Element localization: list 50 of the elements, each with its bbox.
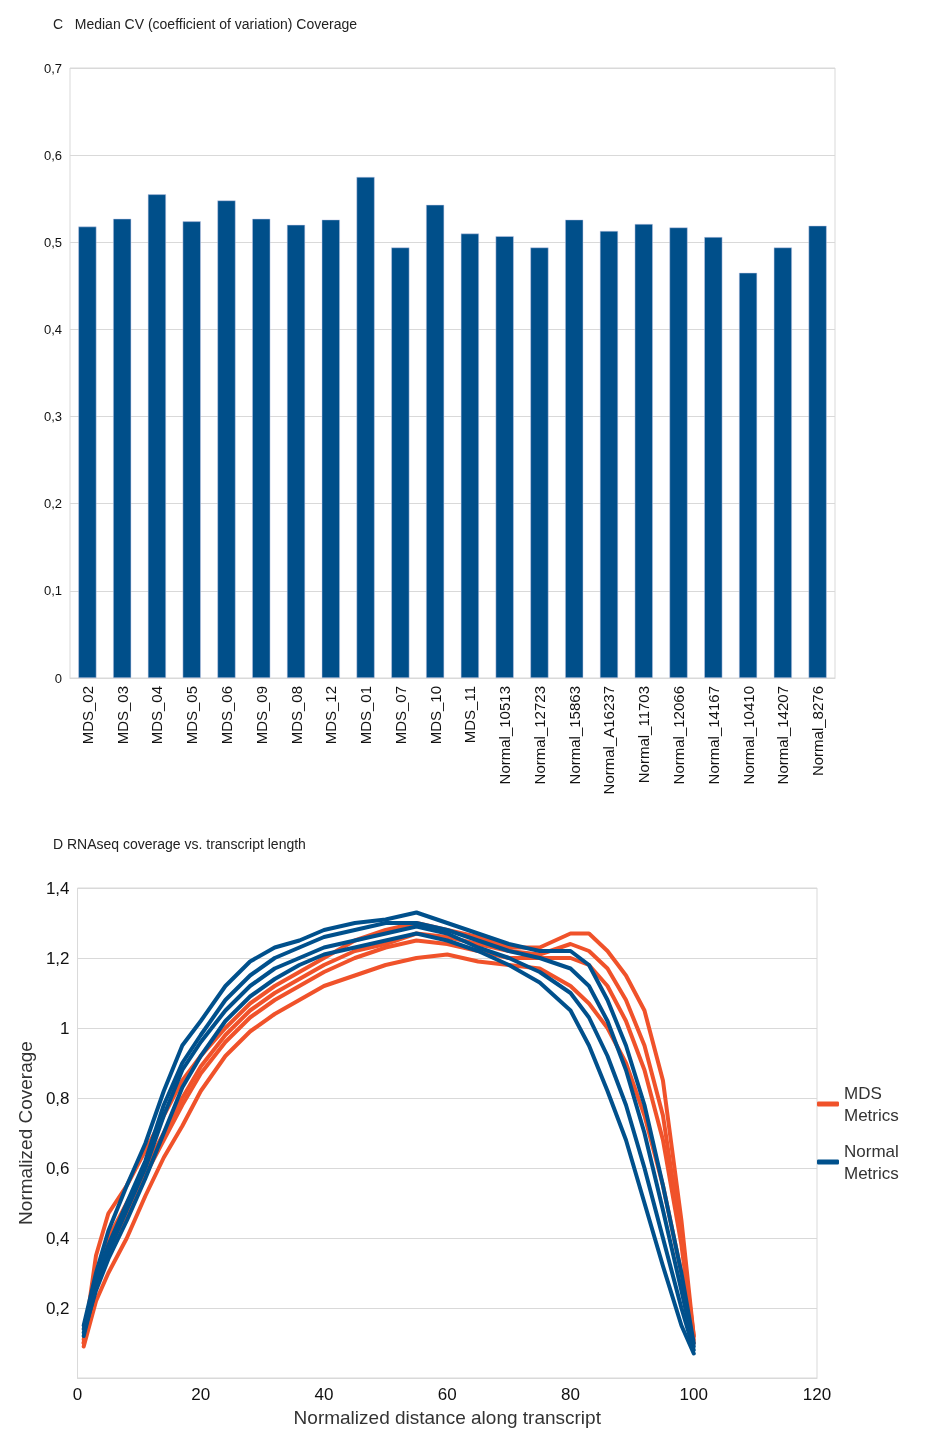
y-tick-label: 0,4	[45, 1228, 70, 1248]
x-tick-label: MDS_07	[391, 686, 409, 745]
y-tick-label: 0,6	[43, 147, 62, 163]
y-tick-label: 0,5	[43, 234, 62, 250]
y-tick-label: 0,7	[43, 60, 62, 76]
x-tick-label: Normal_10513	[496, 686, 514, 785]
x-tick-label: 0	[72, 1385, 83, 1404]
x-tick-label: MDS_02	[78, 686, 96, 745]
x-tick-label: Normal_12066	[670, 686, 688, 785]
y-tick-label: 0,6	[45, 1158, 70, 1178]
x-tick-label: 20	[191, 1385, 211, 1404]
x-tick-label: Normal_15863	[565, 686, 583, 785]
x-tick-label: MDS_04	[148, 686, 166, 745]
x-tick-label: Normal_11703	[635, 686, 653, 784]
x-tick-label: MDS_08	[287, 686, 305, 745]
y-tick-label: 1	[60, 1018, 70, 1038]
x-tick-label: Normal_14167	[704, 686, 722, 785]
y-tick-label: 1,2	[45, 948, 70, 968]
y-tick-label: 0,8	[45, 1088, 70, 1108]
y-tick-label: 0,4	[43, 321, 62, 337]
x-tick-label: 60	[437, 1385, 457, 1404]
y-tick-label: 0	[54, 670, 62, 686]
x-tick-label: MDS_06	[217, 686, 235, 745]
x-tick-label: Normal_A16237	[600, 686, 618, 795]
legend-label: MDS Metrics	[844, 1083, 899, 1125]
x-tick-label: MDS_03	[113, 686, 131, 745]
y-tick-label: 0,1	[43, 583, 62, 599]
x-tick-label: Normal_14207	[774, 686, 792, 785]
x-tick-label: 100	[679, 1385, 708, 1404]
x-tick-label: MDS_11	[461, 686, 479, 744]
x-tick-label: 80	[561, 1385, 580, 1404]
x-tick-label: MDS_12	[322, 686, 340, 745]
x-tick-label: MDS_09	[252, 686, 270, 745]
x-tick-label: Normal_10410	[739, 686, 757, 785]
x-tick-label: MDS_10	[426, 686, 444, 745]
chart-title: D RNAseq coverage vs. transcript length	[53, 836, 306, 852]
x-tick-label: MDS_05	[183, 686, 201, 745]
y-tick-label: 1,4	[45, 878, 70, 898]
x-tick-label: 40	[314, 1385, 334, 1404]
y-axis-title: Normalized Coverage	[15, 1041, 36, 1225]
y-tick-label: 0,3	[43, 409, 62, 425]
x-axis-title: Normalized distance along transcript	[293, 1407, 602, 1428]
legend-label: Normal Metrics	[844, 1141, 904, 1183]
y-tick-label: 0,2	[45, 1298, 70, 1318]
x-tick-label: Normal_8276	[809, 686, 827, 777]
x-tick-label: MDS_01	[357, 686, 375, 745]
y-tick-label: 0,2	[43, 496, 62, 512]
x-tick-label: Normal_12723	[530, 686, 548, 785]
x-tick-label: 120	[802, 1385, 832, 1404]
chart-title: C Median CV (coefficient of variation) Coverage	[53, 16, 358, 32]
